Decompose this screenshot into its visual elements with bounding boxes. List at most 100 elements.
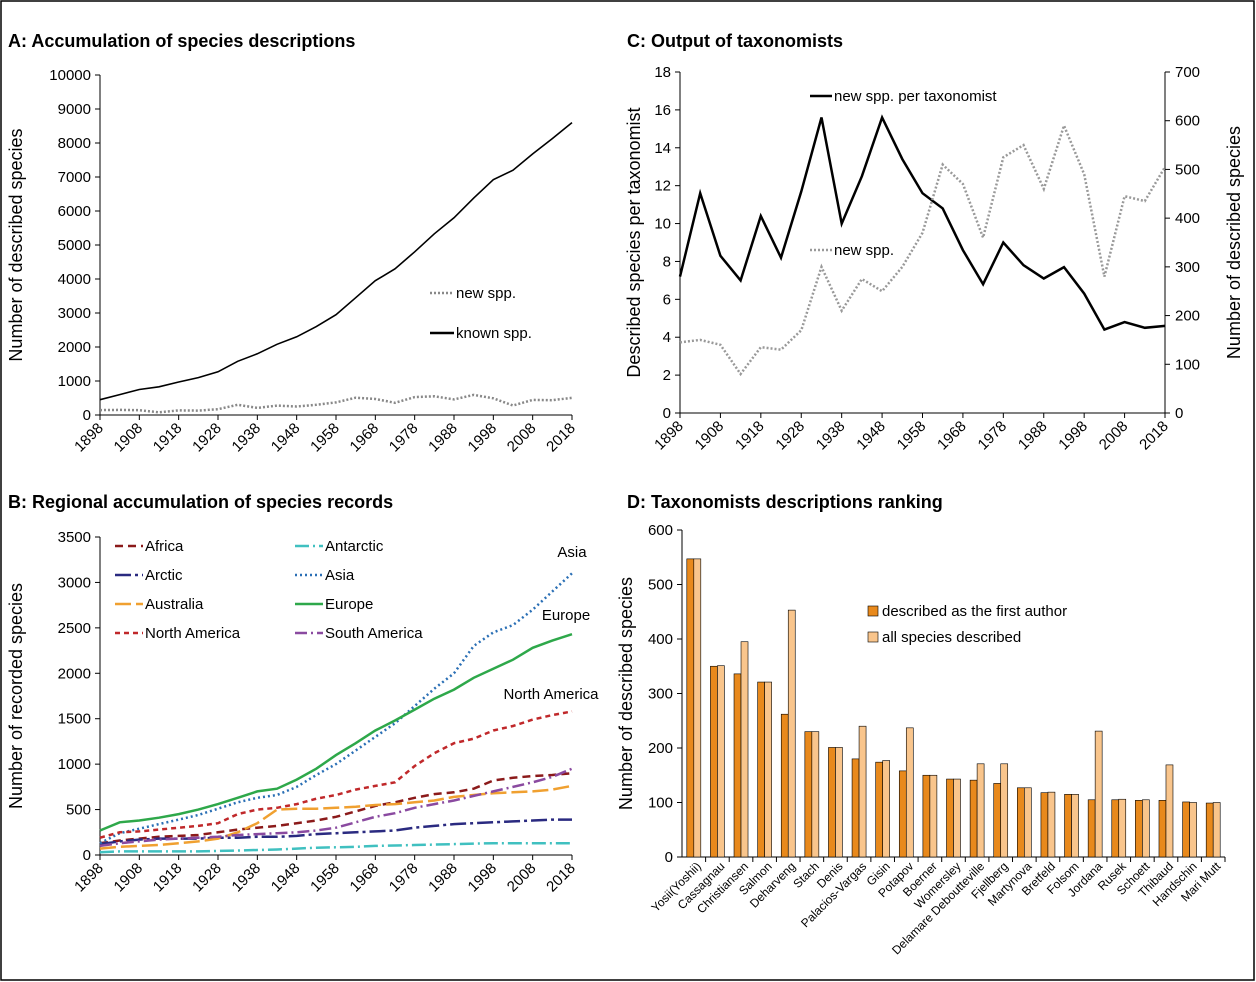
x-tick-label: 1998 [465,420,501,456]
x-tick-label: 1928 [189,860,225,896]
y-tick-label: 0 [83,847,91,864]
bar [733,673,742,858]
y-tick-label: 2 [663,367,671,384]
bar [976,763,985,858]
legend-label: South America [325,625,423,642]
bar [787,609,796,858]
series-line [679,121,1167,377]
bar [851,758,860,858]
legend-swatch [867,631,879,643]
x-tick-label: 2018 [543,860,579,896]
bar [1182,801,1190,858]
series-line [99,633,573,832]
x-tick-label: 1958 [894,418,930,454]
y-tick-label: 10000 [49,67,91,84]
y2-tick-label: 400 [1175,210,1200,227]
bar [835,747,843,858]
bar [710,665,718,858]
legend-label: Africa [145,538,184,555]
series-line [99,784,573,850]
series-line [99,572,573,845]
bar [1087,799,1096,858]
y2-tick-label: 600 [1175,113,1200,130]
y2-tick-label: 0 [1175,405,1183,422]
x-tick-label: 1988 [1015,418,1051,454]
y-tick-label: 10 [654,216,671,233]
series-line [99,767,573,848]
y2-tick-label: 200 [1175,308,1200,325]
chart-title: D: Taxonomists descriptions ranking [627,492,943,512]
legend-label: new spp. per taxonomist [834,88,997,105]
y-tick-label: 6000 [58,203,91,220]
annotation: North America [503,686,599,703]
series-line [99,841,572,854]
x-tick-label: 1898 [71,420,107,456]
x-tick-label: 1968 [347,420,383,456]
bar [929,774,938,858]
y2-tick-label: 100 [1175,356,1200,373]
x-tick-label: 2018 [543,420,579,456]
y-tick-label: 2500 [58,620,91,637]
y-tick-label: 100 [648,795,673,812]
bar [780,713,789,858]
y-tick-label: 8 [663,253,671,270]
bar [1189,802,1197,858]
y-axis-label: Number of described species [616,577,636,810]
bar [875,761,883,858]
bar [882,760,890,858]
y-tick-label: 4000 [58,271,91,288]
bar [1000,763,1009,858]
bar [757,681,765,858]
bar [1094,730,1103,858]
chart-title: C: Output of taxonomists [627,31,843,51]
legend-label: described as the first author [882,603,1067,620]
x-tick-label: 1938 [229,860,265,896]
x-tick-label: 1908 [692,418,728,454]
y-axis-label: Described species per taxonomist [624,107,644,377]
y-tick-label: 3000 [58,305,91,322]
y-tick-label: 600 [648,522,673,539]
bar [1071,794,1079,858]
bar [686,558,695,858]
legend-label: Antarctic [325,538,384,555]
y-tick-label: 1000 [58,756,91,773]
y-tick-label: 14 [654,140,671,157]
bar [1017,787,1025,858]
series-line [99,393,573,414]
x-tick-label: 2008 [504,860,540,896]
bar [953,778,961,858]
bar [1205,802,1214,858]
bar [993,783,1002,858]
x-tick-label: 1988 [425,860,461,896]
bar [1024,787,1032,858]
x-tick-label: 1908 [111,860,147,896]
bar [1158,800,1167,858]
y-tick-label: 16 [654,102,671,119]
bar [905,727,914,858]
legend-label: known spp. [456,325,532,342]
legend-label: Australia [145,596,204,613]
y-tick-label: 500 [648,577,673,594]
bar [804,731,813,858]
bar [1212,802,1221,858]
x-tick-label: 1918 [150,420,186,456]
x-tick-label: 1908 [111,420,147,456]
legend-label: Asia [325,567,355,584]
y-tick-label: 0 [665,849,673,866]
x-tick-label: 1948 [268,860,304,896]
bar [898,770,907,858]
x-tick-label: 1998 [465,860,501,896]
x-tick-label: 1968 [934,418,970,454]
bar [1135,800,1143,858]
bar [1047,791,1056,858]
bar [1142,799,1150,858]
x-tick-label: 1938 [813,418,849,454]
x-tick-label: 1928 [772,418,808,454]
y-tick-label: 2000 [58,339,91,356]
y-tick-label: 1000 [58,373,91,390]
x-tick-label: 1948 [853,418,889,454]
x-tick-label: 1938 [229,420,265,456]
y-tick-label: 200 [648,740,673,757]
legend-label: new spp. [834,242,894,259]
legend-label: Arctic [145,567,183,584]
